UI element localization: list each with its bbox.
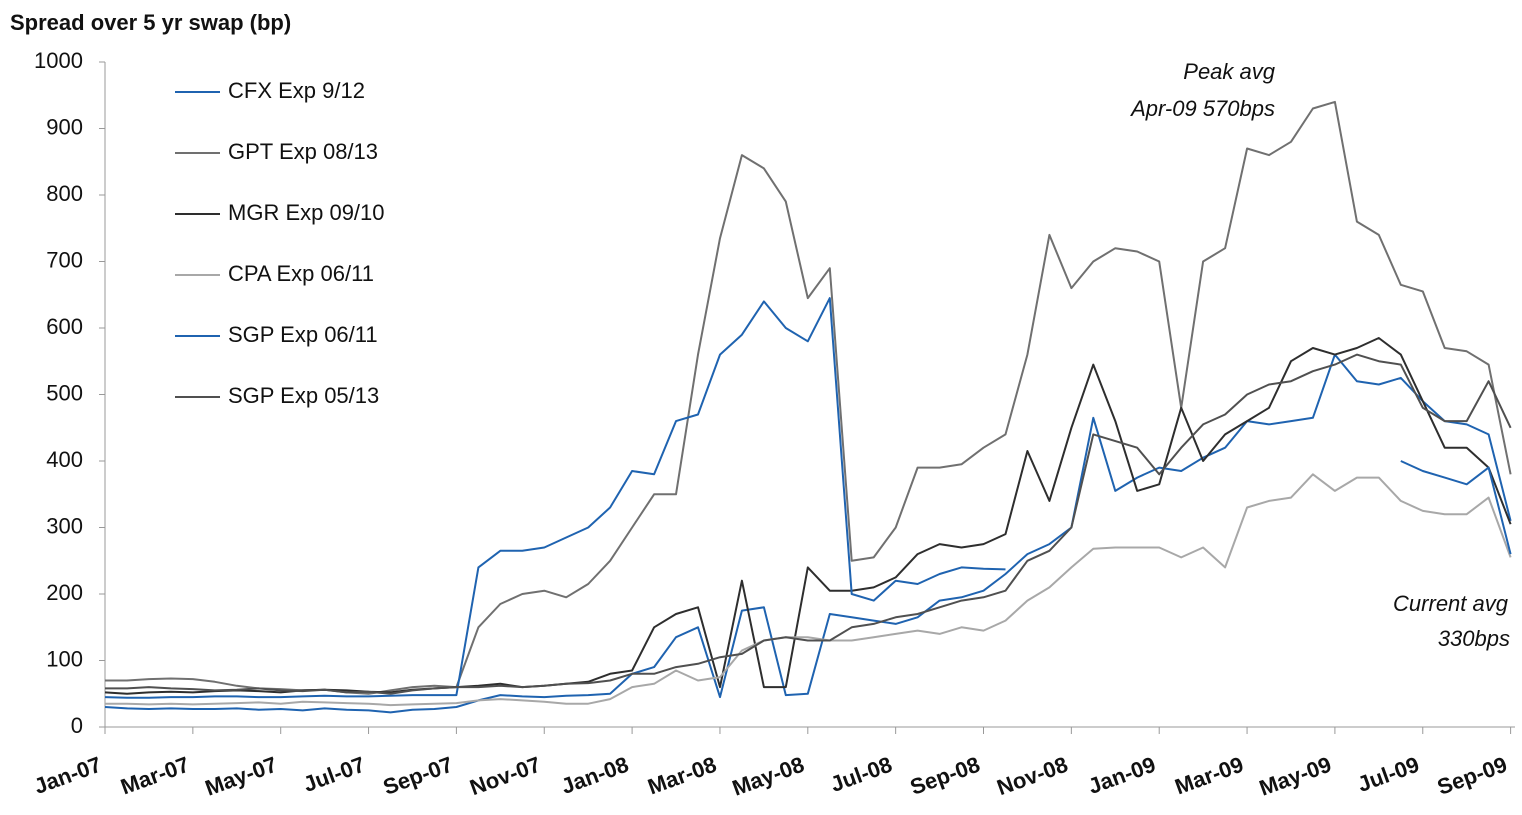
series-line: [104, 297, 1512, 699]
y-tick-label: 100: [46, 646, 83, 671]
y-tick-label: 600: [46, 314, 83, 339]
annotation: Peak avg: [1183, 59, 1275, 84]
x-tick-label: Nov-08: [994, 752, 1071, 801]
legend-label: SGP Exp 05/13: [228, 383, 379, 408]
x-tick-label: Jan-08: [558, 752, 632, 799]
x-tick-label: Jan-07: [31, 752, 105, 799]
annotation: 330bps: [1438, 626, 1510, 651]
x-tick-label: Mar-09: [1172, 752, 1247, 800]
x-tick-label: Sep-08: [907, 752, 983, 800]
y-tick-label: 400: [46, 447, 83, 472]
y-tick-label: 700: [46, 247, 83, 272]
x-tick-label: Jan-09: [1085, 752, 1159, 799]
y-tick-label: 800: [46, 181, 83, 206]
x-tick-label: Jul-07: [300, 752, 368, 797]
legend-label: SGP Exp 06/11: [228, 322, 378, 347]
y-tick-label: 900: [46, 114, 83, 139]
legend-label: CFX Exp 9/12: [228, 78, 365, 103]
series-line: [105, 353, 1512, 695]
series-line: [104, 353, 1512, 714]
annotation: Current avg: [1393, 591, 1509, 616]
x-tick-label: Mar-08: [644, 752, 719, 800]
annotation: Apr-09 570bps: [1129, 96, 1275, 121]
legend-label: CPA Exp 06/11: [228, 261, 374, 286]
series-line: [105, 473, 1512, 707]
x-tick-label: Sep-07: [380, 752, 456, 800]
y-tick-label: 300: [46, 513, 83, 538]
series-line: [104, 337, 1512, 695]
x-tick-label: May-07: [202, 752, 281, 801]
y-tick-label: 0: [71, 713, 83, 738]
x-tick-label: Nov-07: [466, 752, 543, 801]
legend-label: MGR Exp 09/10: [228, 200, 385, 225]
x-tick-label: May-08: [729, 752, 808, 801]
y-tick-label: 200: [46, 580, 83, 605]
x-tick-label: May-09: [1256, 752, 1335, 801]
x-tick-label: Mar-07: [117, 752, 192, 800]
x-tick-label: Jul-09: [1354, 752, 1422, 797]
chart-title: Spread over 5 yr swap (bp): [10, 10, 291, 35]
x-tick-label: Jul-08: [827, 752, 895, 797]
legend-label: GPT Exp 08/13: [228, 139, 378, 164]
y-tick-label: 500: [46, 380, 83, 405]
x-tick-label: Sep-09: [1434, 752, 1510, 800]
y-tick-label: 1000: [34, 48, 83, 73]
